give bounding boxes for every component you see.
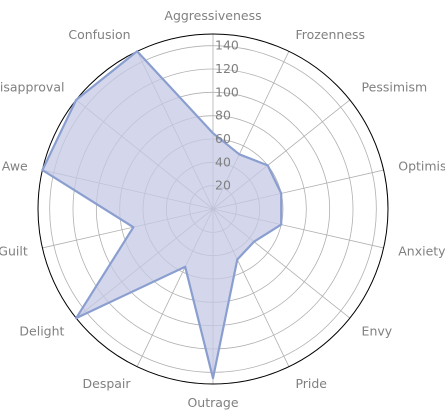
series-area <box>41 50 283 380</box>
category-label: Optimism <box>398 159 445 174</box>
tick-label: 120 <box>215 61 239 76</box>
category-label: Confusion <box>68 27 130 42</box>
tick-label: 20 <box>215 178 231 193</box>
category-label: Disapproval <box>0 80 64 95</box>
radar-series <box>41 50 283 380</box>
tick-label: 100 <box>215 84 239 99</box>
tick-label: 60 <box>215 131 231 146</box>
category-label: Delight <box>19 323 64 338</box>
category-label: Frozenness <box>295 27 365 42</box>
tick-label: 140 <box>215 38 239 53</box>
radial-tick-labels: 20 40 60 80 100 120 140 <box>215 38 239 193</box>
category-label: Pessimism <box>362 80 428 95</box>
category-labels: Aggressiveness Frozenness Pessimism Optimis… <box>0 8 445 410</box>
category-label: Envy <box>362 323 393 338</box>
category-label: Guilt <box>0 243 28 258</box>
category-label: Aggressiveness <box>164 8 261 23</box>
category-label: Despair <box>83 376 132 391</box>
outer-frame <box>37 33 389 385</box>
tick-label: 40 <box>215 154 231 169</box>
category-label: Pride <box>295 376 327 391</box>
category-label: Anxiety <box>398 243 445 258</box>
category-label: Outrage <box>187 395 238 410</box>
category-label: Awe <box>2 159 28 174</box>
tick-label: 80 <box>215 108 231 123</box>
